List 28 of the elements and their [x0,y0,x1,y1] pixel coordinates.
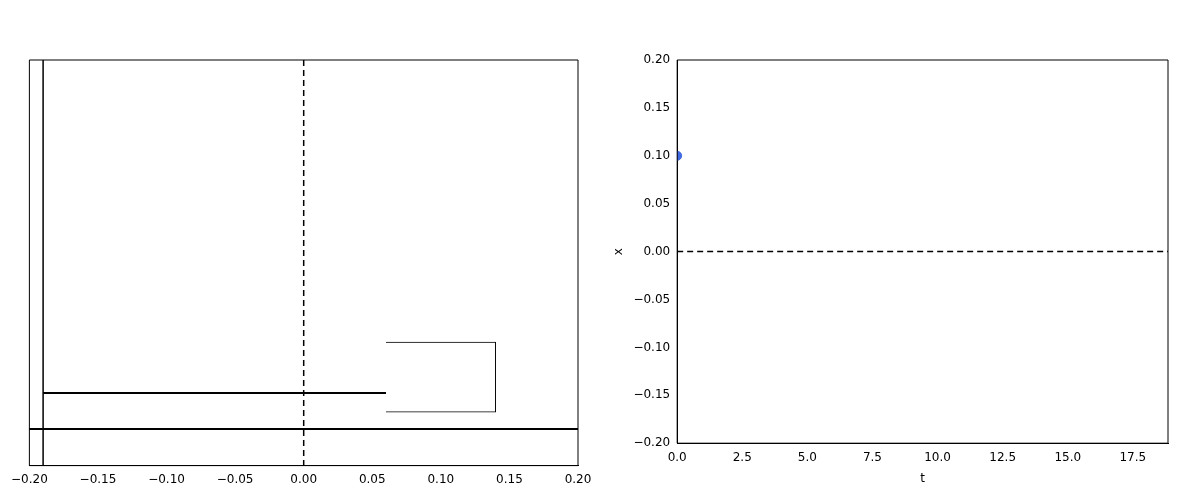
x-tick-label: −0.05 [216,471,254,486]
x-tick-label: 0.15 [496,471,523,486]
x-tick-label: 17.5 [1119,449,1147,464]
y-tick-label: 0.15 [643,100,671,115]
y-axis-title: x [611,248,626,256]
x-tick-label: 10.0 [924,449,951,464]
y-tick-label: 0.10 [643,147,671,162]
y-tick-label: −0.20 [633,435,671,450]
x-tick-label: 7.5 [862,449,883,464]
x-tick-label: 5.0 [797,449,817,464]
x-tick-label: 0.20 [564,471,592,486]
y-tick-label: −0.10 [633,339,671,354]
x-tick-label: 12.5 [989,449,1017,464]
x-tick-label: −0.15 [79,471,117,486]
x-tick-label: 0.10 [427,471,455,486]
y-tick-label: 0.05 [643,195,671,210]
x-tick-label: 0.00 [290,471,318,486]
x-tick-label: 15.0 [1054,449,1082,464]
y-tick-label: 0.00 [643,243,671,258]
x-tick-label: 0.05 [358,471,386,486]
x-tick-label: −0.20 [11,471,48,486]
y-tick-label: 0.20 [643,52,671,67]
y-tick-label: −0.05 [633,291,671,306]
y-tick-label: −0.15 [633,387,671,402]
x-tick-label: 0.0 [667,449,687,464]
x-tick-label: −0.10 [148,471,185,486]
x-tick-label: 2.5 [732,449,752,464]
x-axis-title: t [920,470,926,485]
